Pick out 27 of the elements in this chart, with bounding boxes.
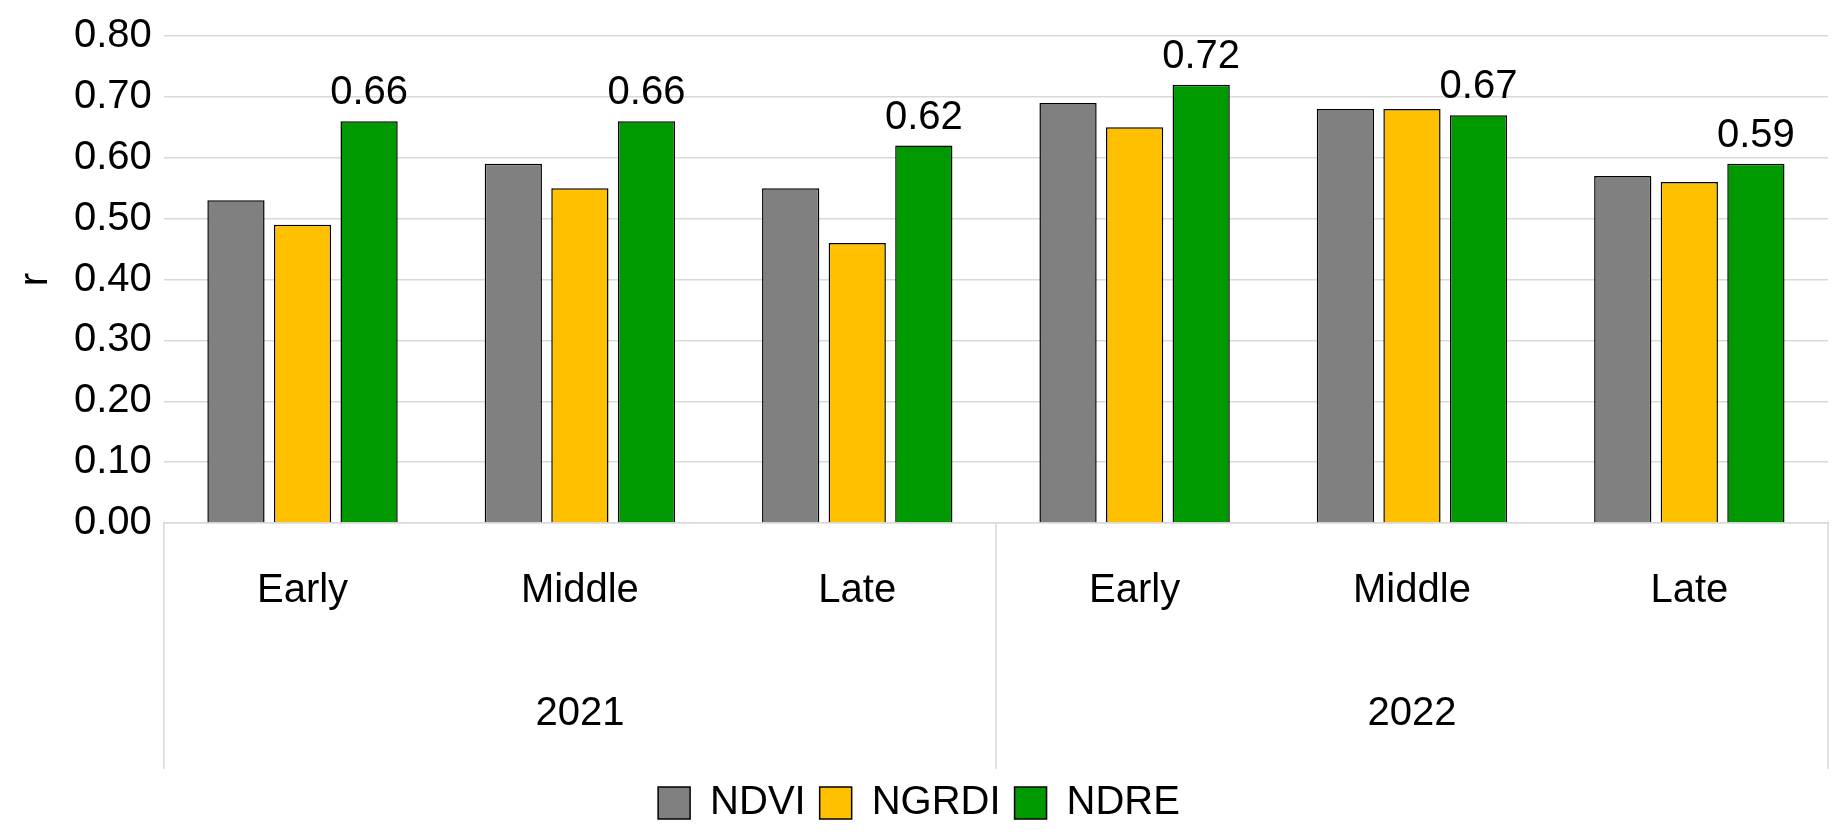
x-tick-label: Middle xyxy=(1353,566,1471,611)
data-label: 0.72 xyxy=(1162,31,1241,76)
x-tick-label: Late xyxy=(818,566,897,611)
data-label: 0.59 xyxy=(1716,110,1795,155)
y-tick-label: 0.10 xyxy=(73,437,152,482)
y-tick-label: 0.40 xyxy=(73,254,152,299)
y-tick-label: 0.80 xyxy=(73,11,152,56)
data-label: 0.62 xyxy=(884,92,963,137)
y-tick-label: 0.50 xyxy=(73,193,152,238)
y-tick-label: 0.30 xyxy=(73,315,152,360)
y-tick-label: 0.60 xyxy=(73,132,152,177)
x-tick-label: Late xyxy=(1650,566,1729,611)
x-tick-label: Early xyxy=(1089,566,1181,611)
legend-label: NGRDI xyxy=(871,778,1001,823)
x-tick-label: Early xyxy=(256,566,349,611)
data-label: 0.66 xyxy=(607,68,686,113)
legend-label: NDRE xyxy=(1066,778,1180,823)
text: 2022 xyxy=(1367,689,1457,734)
y-tick-label: 0.20 xyxy=(73,376,152,421)
legend-label: NDVI xyxy=(710,778,806,823)
text: 2021 xyxy=(535,689,625,734)
y-tick-label: 0.00 xyxy=(73,498,152,543)
data-label: 0.67 xyxy=(1439,62,1518,107)
x-tick-label: Middle xyxy=(520,566,639,611)
data-label: 0.66 xyxy=(330,68,409,113)
y-tick-label: 0.70 xyxy=(73,71,152,116)
y-axis-title: r xyxy=(11,272,56,287)
